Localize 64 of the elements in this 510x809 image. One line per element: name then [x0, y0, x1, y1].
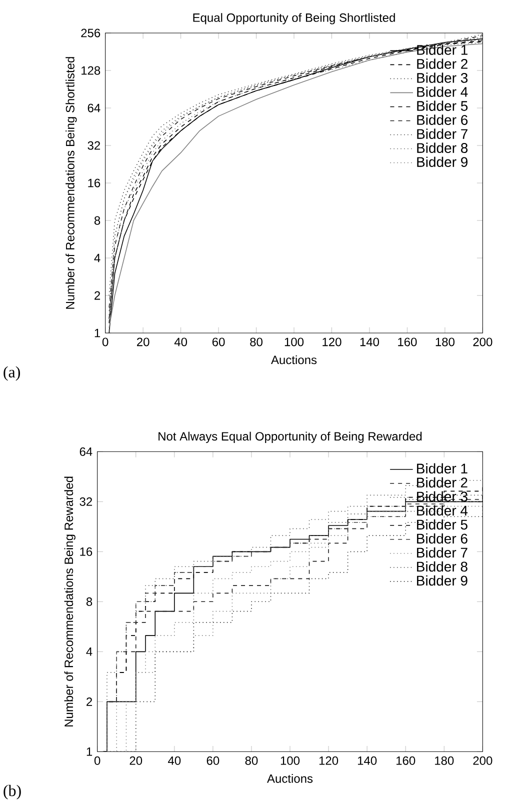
legend-label: Bidder 2	[417, 477, 468, 488]
y-axis-title: Number of Recommendations Being Shortlisted	[66, 57, 77, 309]
legend-label: Bidder 5	[417, 519, 468, 530]
y-tick-label: 2	[94, 291, 100, 300]
y-tick-label: 8	[94, 216, 100, 225]
legend-label: Bidder 3	[417, 491, 468, 502]
x-tick-label: 120	[322, 338, 342, 346]
x-tick-label: 140	[358, 756, 377, 765]
legend-label: Bidder 6	[417, 533, 468, 544]
y-tick-label: 16	[88, 178, 100, 188]
legend-label: Bidder 9	[417, 156, 468, 167]
x-tick-label: 160	[396, 756, 416, 765]
x-tick-label: 20	[137, 338, 150, 346]
y-tick-label: 64	[80, 447, 92, 456]
legend-label: Bidder 2	[417, 58, 468, 69]
y-tick-label: 256	[81, 28, 100, 38]
y-tick-label: 32	[80, 497, 92, 506]
chart-title: Not Always Equal Opportunity of Being Rewarded	[158, 432, 422, 443]
legend-label: Bidder 8	[417, 561, 468, 572]
y-tick-label: 4	[94, 254, 100, 262]
x-tick-label: 160	[398, 338, 417, 346]
legend-label: Bidder 7	[417, 128, 468, 139]
y-tick-label: 2	[86, 697, 92, 706]
legend-label: Bidder 4	[417, 505, 468, 516]
y-tick-label: 1	[94, 328, 100, 338]
legend-label: Bidder 3	[417, 72, 468, 83]
x-tick-label: 180	[435, 756, 454, 765]
x-tick-label: 100	[284, 338, 304, 346]
x-tick-label: 0	[94, 756, 100, 765]
y-tick-label: 32	[88, 141, 100, 150]
legend-label: Bidder 7	[417, 547, 468, 558]
legend-label: Bidder 6	[417, 114, 468, 125]
y-tick-label: 64	[88, 104, 100, 112]
x-tick-label: 60	[212, 338, 225, 346]
y-tick-label: 8	[86, 597, 92, 606]
legend-label: Bidder 5	[417, 100, 468, 111]
x-tick-label: 20	[130, 756, 142, 765]
y-tick-label: 4	[86, 648, 92, 656]
legend-label: Bidder 9	[417, 575, 468, 586]
text: (b)	[4, 784, 21, 800]
x-tick-label: 200	[473, 756, 492, 765]
text: (a)	[4, 366, 20, 381]
x-tick-label: 180	[436, 338, 454, 346]
chart-title: Equal Opportunity of Being Shortlisted	[193, 13, 395, 24]
legend-label: Bidder 4	[417, 86, 468, 97]
x-tick-label: 120	[319, 756, 338, 765]
x-tick-label: 0	[102, 338, 108, 346]
x-tick-label: 100	[280, 756, 300, 765]
x-tick-label: 140	[360, 338, 380, 346]
y-tick-label: 16	[80, 547, 92, 556]
legend-label: Bidder 1	[417, 463, 468, 474]
x-tick-label: 80	[245, 756, 258, 765]
y-tick-label: 128	[82, 66, 100, 75]
y-tick-label: 1	[86, 748, 92, 756]
legend-label: Bidder 1	[417, 44, 468, 55]
y-axis-title: Number of Recommendations Being Rewarded	[64, 476, 76, 726]
x-axis-title: Auctions	[271, 355, 317, 364]
x-tick-label: 60	[206, 756, 220, 765]
legend-label: Bidder 8	[417, 142, 468, 153]
x-tick-label: 80	[250, 338, 262, 346]
x-tick-label: 200	[473, 338, 492, 346]
x-tick-label: 40	[174, 338, 188, 346]
x-axis-title: Auctions	[267, 774, 313, 783]
x-tick-label: 40	[168, 756, 181, 765]
